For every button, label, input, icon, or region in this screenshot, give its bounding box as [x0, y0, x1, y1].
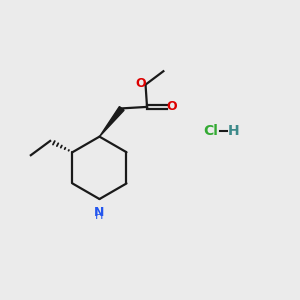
Text: O: O [166, 100, 177, 113]
Text: H: H [228, 124, 240, 138]
Polygon shape [100, 106, 124, 136]
Text: N: N [94, 206, 105, 219]
Text: Cl: Cl [203, 124, 218, 138]
Text: H: H [95, 211, 104, 221]
Text: O: O [135, 76, 146, 90]
